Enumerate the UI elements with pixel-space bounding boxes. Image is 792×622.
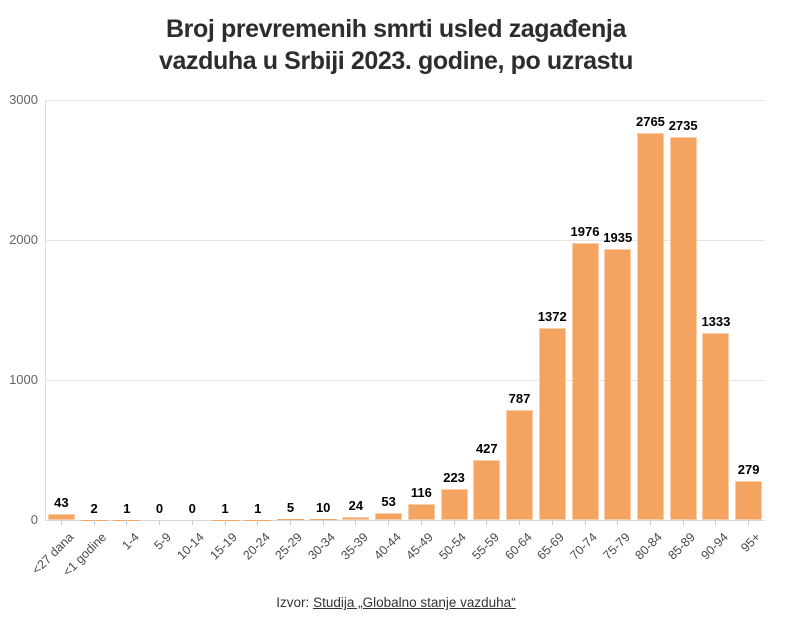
bar <box>407 503 435 520</box>
x-tick <box>420 520 422 525</box>
bar <box>342 516 370 520</box>
bar-value-label: 0 <box>155 501 164 516</box>
bar <box>735 480 763 520</box>
x-tick <box>289 520 291 525</box>
x-tick <box>617 520 619 525</box>
y-tick-label: 2000 <box>9 232 38 247</box>
bar <box>440 488 468 520</box>
x-tick-label: 70-74 <box>567 530 600 563</box>
bar-value-label: 1 <box>254 500 262 516</box>
x-tick <box>93 520 95 525</box>
y-tick-label: 0 <box>30 512 38 527</box>
x-tick <box>453 520 455 525</box>
x-tick-label: 90-94 <box>698 530 731 563</box>
gridline <box>45 240 765 241</box>
bar <box>309 518 337 520</box>
x-tick-label: 75-79 <box>600 530 633 563</box>
x-tick <box>60 520 62 525</box>
bar-value-label: 116 <box>410 484 432 500</box>
bar <box>669 137 697 520</box>
bar <box>276 519 304 520</box>
x-tick-label: 15-19 <box>207 530 240 563</box>
bar-value-label: 5 <box>286 500 295 516</box>
x-tick-label: 45-49 <box>403 530 437 563</box>
x-tick-label: 50-54 <box>436 530 469 563</box>
x-tick <box>355 520 357 525</box>
bar-value-label: 43 <box>54 494 69 510</box>
y-tick-label: 3000 <box>9 92 38 107</box>
x-tick-label: 10-14 <box>174 530 208 563</box>
bar-value-label: 1 <box>221 500 229 516</box>
bar <box>506 409 534 520</box>
x-tick <box>748 520 750 525</box>
x-tick <box>486 520 488 525</box>
bar <box>636 132 664 520</box>
x-tick-label: 5-9 <box>151 530 175 553</box>
x-tick-label: 30-34 <box>305 530 339 563</box>
x-tick <box>584 520 586 525</box>
bar-value-label: 427 <box>475 441 498 457</box>
y-tick-label: 1000 <box>9 372 38 387</box>
bar-value-label: 2765 <box>635 113 665 129</box>
x-tick-label: 65-69 <box>534 530 568 563</box>
bar-value-label: 223 <box>443 469 465 485</box>
bar-value-label: 53 <box>381 493 396 509</box>
chart-title-line1: Broj prevremenih smrti usled zagađenja <box>166 15 626 43</box>
x-tick-label: 25-29 <box>272 530 306 563</box>
x-tick <box>519 520 521 525</box>
chart-title: Broj prevremenih smrti usled zagađenja v… <box>0 13 792 77</box>
bar-value-label: 1 <box>123 500 131 516</box>
source-link[interactable]: Studija „Globalno stanje vazduha“ <box>313 595 516 610</box>
x-tick <box>682 520 684 525</box>
source-prefix: Izvor: <box>276 595 310 610</box>
x-tick <box>257 520 259 525</box>
bar-value-label: 0 <box>188 501 196 516</box>
gridline <box>45 380 765 381</box>
x-tick <box>322 520 324 525</box>
x-tick <box>159 520 161 525</box>
bar <box>47 513 75 520</box>
x-tick-label: 95+ <box>738 530 764 555</box>
x-tick <box>224 520 226 525</box>
bar-value-label: 10 <box>315 499 331 515</box>
x-tick-label: 80-84 <box>632 530 666 563</box>
bar-value-label: 1333 <box>701 314 731 330</box>
source-note: Izvor: Studija „Globalno stanje vazduha“ <box>0 595 792 610</box>
bar <box>473 460 501 520</box>
bar-value-label: 787 <box>508 390 531 406</box>
bar <box>604 249 632 520</box>
x-tick <box>388 520 390 525</box>
bar-value-label: 279 <box>737 461 760 477</box>
x-tick-label: 60-64 <box>501 530 535 563</box>
x-tick <box>649 520 651 525</box>
x-tick-label: 55-59 <box>469 530 502 563</box>
bar-value-label: 2 <box>90 500 98 516</box>
gridline <box>45 100 765 101</box>
bar-value-label: 24 <box>348 497 364 513</box>
bar <box>702 333 730 520</box>
x-tick <box>126 520 128 525</box>
x-tick <box>715 520 717 525</box>
x-tick-label: 20-24 <box>240 530 273 563</box>
bar <box>375 512 403 520</box>
x-tick <box>191 520 193 525</box>
y-axis-line <box>45 100 46 520</box>
bar-value-label: 1372 <box>537 308 567 324</box>
x-tick-label: 40-44 <box>371 530 404 563</box>
x-tick-label: 1-4 <box>119 530 142 553</box>
chart-title-line2: vazduha u Srbiji 2023. godine, po uzrast… <box>159 47 633 75</box>
bar <box>571 243 599 520</box>
bar-value-label: 2735 <box>668 118 698 134</box>
bar-value-label: 1935 <box>603 230 633 246</box>
gridline <box>45 520 765 521</box>
x-tick-label: 85-89 <box>665 530 699 563</box>
bar-value-label: 1976 <box>570 224 600 240</box>
bar <box>538 327 566 520</box>
x-tick-label: 35-39 <box>338 530 371 563</box>
x-tick <box>551 520 553 525</box>
